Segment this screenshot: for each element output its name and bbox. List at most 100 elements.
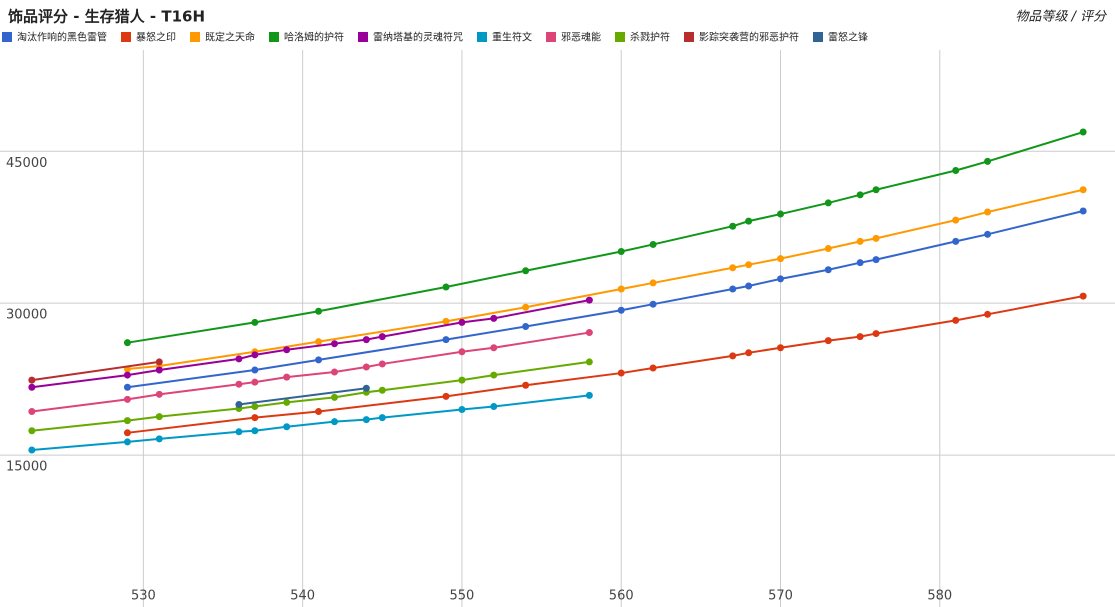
legend-label: 淘汰作响的黑色雷管 <box>17 31 107 44</box>
legend-swatch <box>190 32 200 42</box>
data-point <box>522 381 530 389</box>
x-tick-label: 560 <box>609 589 634 604</box>
data-point <box>378 333 386 341</box>
data-point <box>28 408 36 416</box>
legend-label: 既定之天命 <box>205 31 255 44</box>
data-point <box>745 261 753 269</box>
data-point <box>331 418 338 426</box>
data-point <box>777 255 784 263</box>
data-point <box>251 366 259 374</box>
data-point <box>984 208 992 216</box>
legend-label: 杀戮护符 <box>630 31 670 44</box>
data-point <box>331 393 338 401</box>
legend-swatch <box>121 32 131 42</box>
series-line <box>127 295 1084 434</box>
legend-label: 重生符文 <box>492 31 532 44</box>
data-point <box>123 395 131 403</box>
data-point <box>872 330 880 338</box>
data-point <box>617 285 625 293</box>
data-point <box>123 339 131 347</box>
data-point <box>362 363 370 371</box>
data-point <box>315 338 323 346</box>
data-point <box>745 217 753 225</box>
data-point <box>1079 292 1087 300</box>
data-point <box>251 402 259 410</box>
data-point <box>331 340 338 348</box>
data-point <box>1079 128 1087 136</box>
legend-swatch <box>358 32 368 42</box>
data-point <box>28 383 36 391</box>
data-point <box>331 368 338 376</box>
series-line <box>238 387 367 406</box>
data-point <box>649 240 657 248</box>
data-point <box>123 438 131 446</box>
legend-swatch <box>684 32 694 42</box>
data-point <box>824 244 832 252</box>
data-point <box>378 414 386 422</box>
series-line <box>31 331 590 413</box>
data-point <box>729 222 737 230</box>
data-point <box>777 344 784 352</box>
data-point <box>378 360 386 368</box>
legend-label: 邪恶魂能 <box>561 31 601 44</box>
data-point <box>155 358 163 366</box>
data-point <box>952 216 960 224</box>
data-point <box>123 383 131 391</box>
data-point <box>952 316 960 324</box>
data-point <box>315 356 323 364</box>
data-point <box>522 303 530 311</box>
data-point <box>283 423 291 431</box>
data-point <box>235 380 243 388</box>
legend-swatch <box>2 32 12 42</box>
data-point <box>984 230 992 238</box>
data-point <box>745 349 753 357</box>
data-point <box>442 336 450 344</box>
data-point <box>856 333 864 341</box>
data-point <box>872 234 880 242</box>
data-point <box>856 191 864 199</box>
data-point <box>28 427 36 435</box>
data-point <box>490 371 498 379</box>
data-point <box>649 364 657 372</box>
legend-swatch <box>477 32 487 42</box>
data-point <box>617 369 625 377</box>
data-point <box>442 392 450 400</box>
legend-swatch <box>813 32 823 42</box>
data-point <box>235 355 243 363</box>
data-point <box>458 348 466 356</box>
data-point <box>235 428 243 436</box>
legend: 淘汰作响的黑色雷管 暴怒之印 既定之天命 哈洛姆的护符 雷纳塔基的灵魂符咒 重生符文 邪恶魂… <box>2 31 868 44</box>
data-point <box>283 346 291 354</box>
x-tick-label: 530 <box>131 589 156 604</box>
data-point <box>729 285 737 293</box>
data-point <box>522 322 530 330</box>
data-point <box>984 310 992 318</box>
legend-label: 暴怒之印 <box>136 31 176 44</box>
series-line <box>31 360 590 432</box>
data-point <box>952 237 960 245</box>
data-point <box>617 306 625 314</box>
data-point <box>442 317 450 325</box>
data-point <box>649 279 657 287</box>
chart-title: 饰品评分 - 生存猎人 - T16H <box>8 8 205 26</box>
data-point <box>522 267 530 275</box>
data-point <box>315 307 323 315</box>
series-line <box>31 360 160 382</box>
data-point <box>490 314 498 322</box>
legend-swatch <box>615 32 625 42</box>
data-point <box>952 167 960 175</box>
data-point <box>777 210 784 218</box>
data-point <box>28 446 36 454</box>
legend-swatch <box>546 32 556 42</box>
y-tick-label: 30000 <box>6 308 47 323</box>
legend-label: 哈洛姆的护符 <box>284 31 344 44</box>
data-point <box>585 296 593 304</box>
data-point <box>251 378 259 386</box>
legend-label: 雷纳塔基的灵魂符咒 <box>373 31 463 44</box>
y-tick-label: 45000 <box>6 156 47 171</box>
data-point <box>872 256 880 264</box>
data-point <box>155 366 163 374</box>
data-point <box>824 199 832 207</box>
data-point <box>362 416 370 424</box>
legend-swatch <box>269 32 279 42</box>
